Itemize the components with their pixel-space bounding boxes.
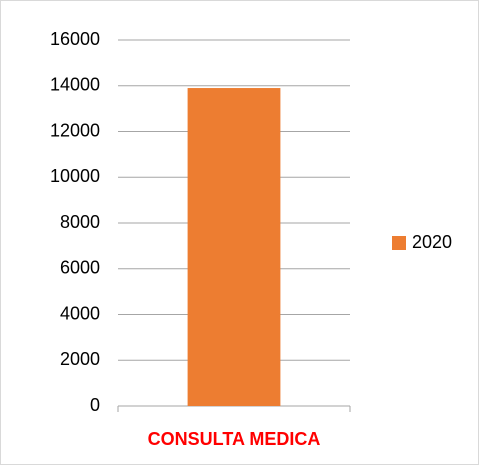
y-tick-label: 14000	[50, 75, 100, 95]
legend-label: 2020	[412, 232, 452, 252]
y-tick-label: 2000	[60, 349, 100, 369]
legend-swatch	[392, 236, 406, 250]
y-tick-label: 10000	[50, 166, 100, 186]
bar	[187, 88, 281, 406]
x-tick-label: CONSULTA MEDICA	[148, 429, 321, 449]
y-tick-label: 8000	[60, 212, 100, 232]
y-tick-label: 12000	[50, 120, 100, 140]
y-tick-label: 4000	[60, 303, 100, 323]
y-tick-label: 6000	[60, 258, 100, 278]
y-tick-label: 0	[90, 395, 100, 415]
y-tick-label: 16000	[50, 29, 100, 49]
